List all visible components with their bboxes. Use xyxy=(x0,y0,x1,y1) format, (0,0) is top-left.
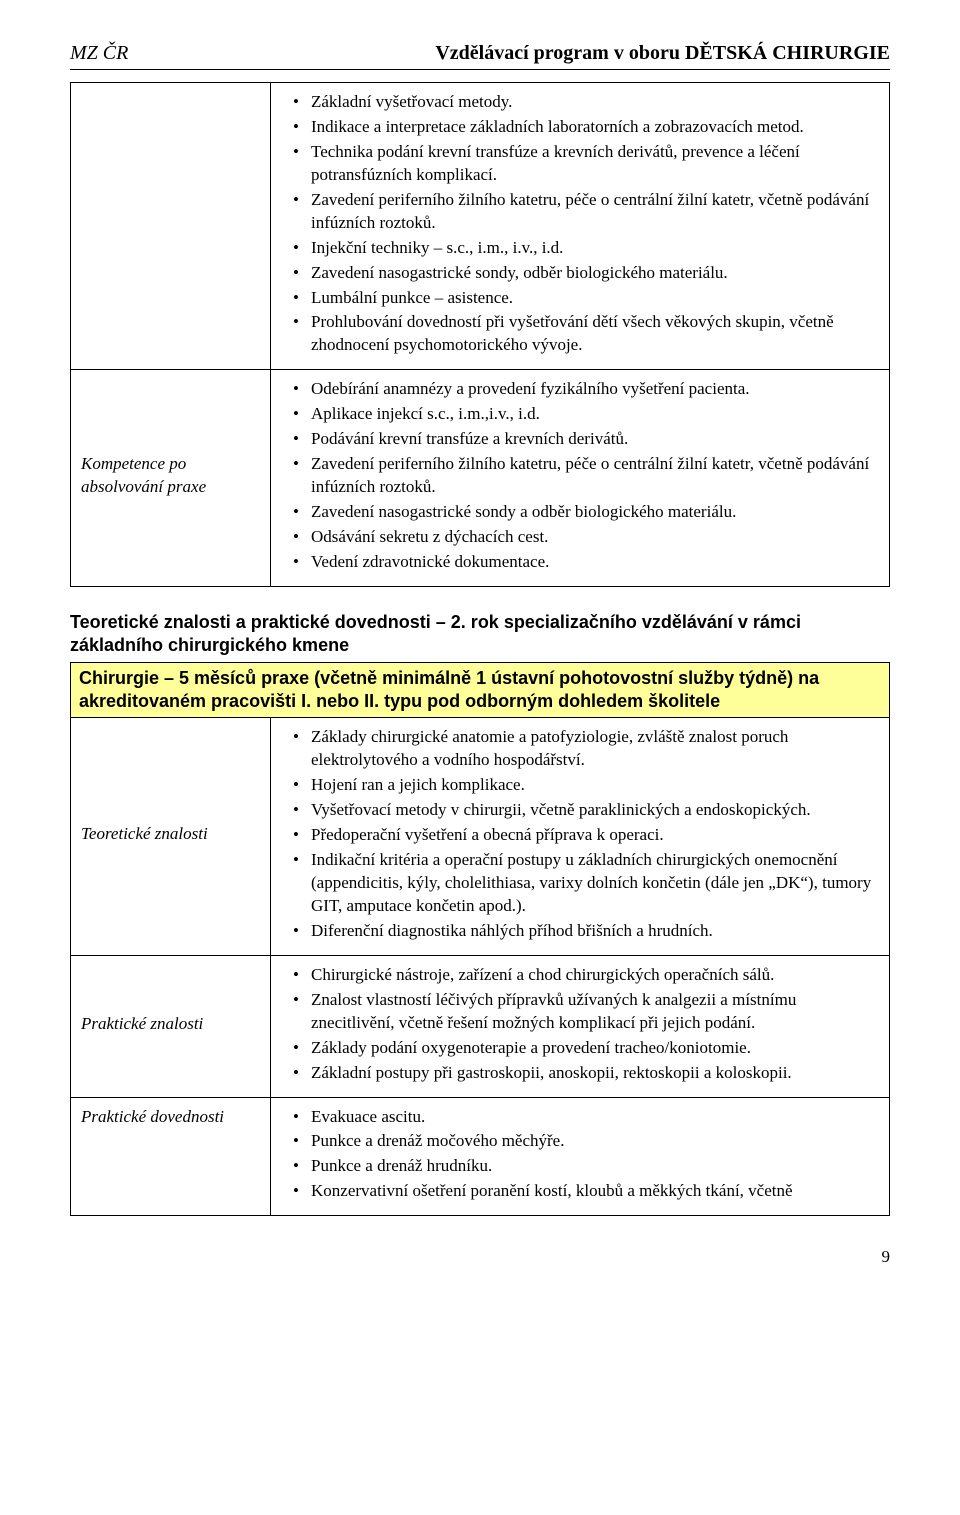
list-item: Aplikace injekcí s.c., i.m.,i.v., i.d. xyxy=(299,403,879,426)
page-header: MZ ČR Vzdělávací program v oboru DĚTSKÁ … xyxy=(70,40,890,70)
list-item: Znalost vlastností léčivých přípravků už… xyxy=(299,989,879,1035)
row-label-cell: Praktické znalosti xyxy=(71,955,271,1097)
list-item: Punkce a drenáž hrudníku. xyxy=(299,1155,879,1178)
list-item: Prohlubování dovedností při vyšetřování … xyxy=(299,311,879,357)
list-item: Základní postupy při gastroskopii, anosk… xyxy=(299,1062,879,1085)
list-item: Vedení zdravotnické dokumentace. xyxy=(299,551,879,574)
list-item: Diferenční diagnostika náhlých příhod bř… xyxy=(299,920,879,943)
bullet-list: Chirurgické nástroje, zařízení a chod ch… xyxy=(281,964,879,1085)
row-label: Kompetence po absolvování praxe xyxy=(81,454,206,496)
highlight-band: Chirurgie – 5 měsíců praxe (včetně minim… xyxy=(70,662,890,718)
list-item: Odsávání sekretu z dýchacích cest. xyxy=(299,526,879,549)
list-item: Zavedení nasogastrické sondy, odběr biol… xyxy=(299,262,879,285)
row-label-cell: Kompetence po absolvování praxe xyxy=(71,370,271,587)
list-item: Základní vyšetřovací metody. xyxy=(299,91,879,114)
table-row: Teoretické znalosti Základy chirurgické … xyxy=(71,718,890,955)
bullet-list: Základy chirurgické anatomie a patofyzio… xyxy=(281,726,879,942)
page-number: 9 xyxy=(70,1246,890,1269)
header-right: Vzdělávací program v oboru DĚTSKÁ CHIRUR… xyxy=(435,40,890,67)
list-item: Indikační kritéria a operační postupy u … xyxy=(299,849,879,918)
table-row: Základní vyšetřovací metody. Indikace a … xyxy=(71,83,890,370)
table-1: Základní vyšetřovací metody. Indikace a … xyxy=(70,82,890,587)
list-item: Základy chirurgické anatomie a patofyzio… xyxy=(299,726,879,772)
row-label: Praktické znalosti xyxy=(81,1014,203,1033)
list-item: Vyšetřovací metody v chirurgii, včetně p… xyxy=(299,799,879,822)
list-item: Lumbální punkce – asistence. xyxy=(299,287,879,310)
row-label-cell: Teoretické znalosti xyxy=(71,718,271,955)
list-item: Základy podání oxygenoterapie a proveden… xyxy=(299,1037,879,1060)
row-label-cell: Praktické dovednosti xyxy=(71,1097,271,1216)
list-item: Zavedení periferního žilního katetru, pé… xyxy=(299,189,879,235)
bullet-list: Odebírání anamnézy a provedení fyzikální… xyxy=(281,378,879,574)
table-row: Praktické dovednosti Evakuace ascitu. Pu… xyxy=(71,1097,890,1216)
row-content-cell: Odebírání anamnézy a provedení fyzikální… xyxy=(271,370,890,587)
row-content-cell: Evakuace ascitu. Punkce a drenáž močovéh… xyxy=(271,1097,890,1216)
list-item: Zavedení nasogastrické sondy a odběr bio… xyxy=(299,501,879,524)
list-item: Indikace a interpretace základních labor… xyxy=(299,116,879,139)
bullet-list: Evakuace ascitu. Punkce a drenáž močovéh… xyxy=(281,1106,879,1204)
list-item: Chirurgické nástroje, zařízení a chod ch… xyxy=(299,964,879,987)
list-item: Evakuace ascitu. xyxy=(299,1106,879,1129)
row-content-cell: Základy chirurgické anatomie a patofyzio… xyxy=(271,718,890,955)
list-item: Hojení ran a jejich komplikace. xyxy=(299,774,879,797)
row-label-cell xyxy=(71,83,271,370)
row-label: Teoretické znalosti xyxy=(81,824,208,843)
row-content-cell: Chirurgické nástroje, zařízení a chod ch… xyxy=(271,955,890,1097)
list-item: Technika podání krevní transfúze a krevn… xyxy=(299,141,879,187)
list-item: Punkce a drenáž močového měchýře. xyxy=(299,1130,879,1153)
bullet-list: Základní vyšetřovací metody. Indikace a … xyxy=(281,91,879,357)
table-row: Kompetence po absolvování praxe Odebírán… xyxy=(71,370,890,587)
row-content-cell: Základní vyšetřovací metody. Indikace a … xyxy=(271,83,890,370)
list-item: Injekční techniky – s.c., i.m., i.v., i.… xyxy=(299,237,879,260)
list-item: Předoperační vyšetření a obecná příprava… xyxy=(299,824,879,847)
table-2: Teoretické znalosti Základy chirurgické … xyxy=(70,717,890,1216)
row-label: Praktické dovednosti xyxy=(81,1107,224,1126)
list-item: Zavedení periferního žilního katetru, pé… xyxy=(299,453,879,499)
list-item: Podávání krevní transfúze a krevních der… xyxy=(299,428,879,451)
header-left: MZ ČR xyxy=(70,40,128,67)
list-item: Odebírání anamnézy a provedení fyzikální… xyxy=(299,378,879,401)
section-heading: Teoretické znalosti a praktické dovednos… xyxy=(70,611,890,658)
table-row: Praktické znalosti Chirurgické nástroje,… xyxy=(71,955,890,1097)
list-item: Konzervativní ošetření poranění kostí, k… xyxy=(299,1180,879,1203)
